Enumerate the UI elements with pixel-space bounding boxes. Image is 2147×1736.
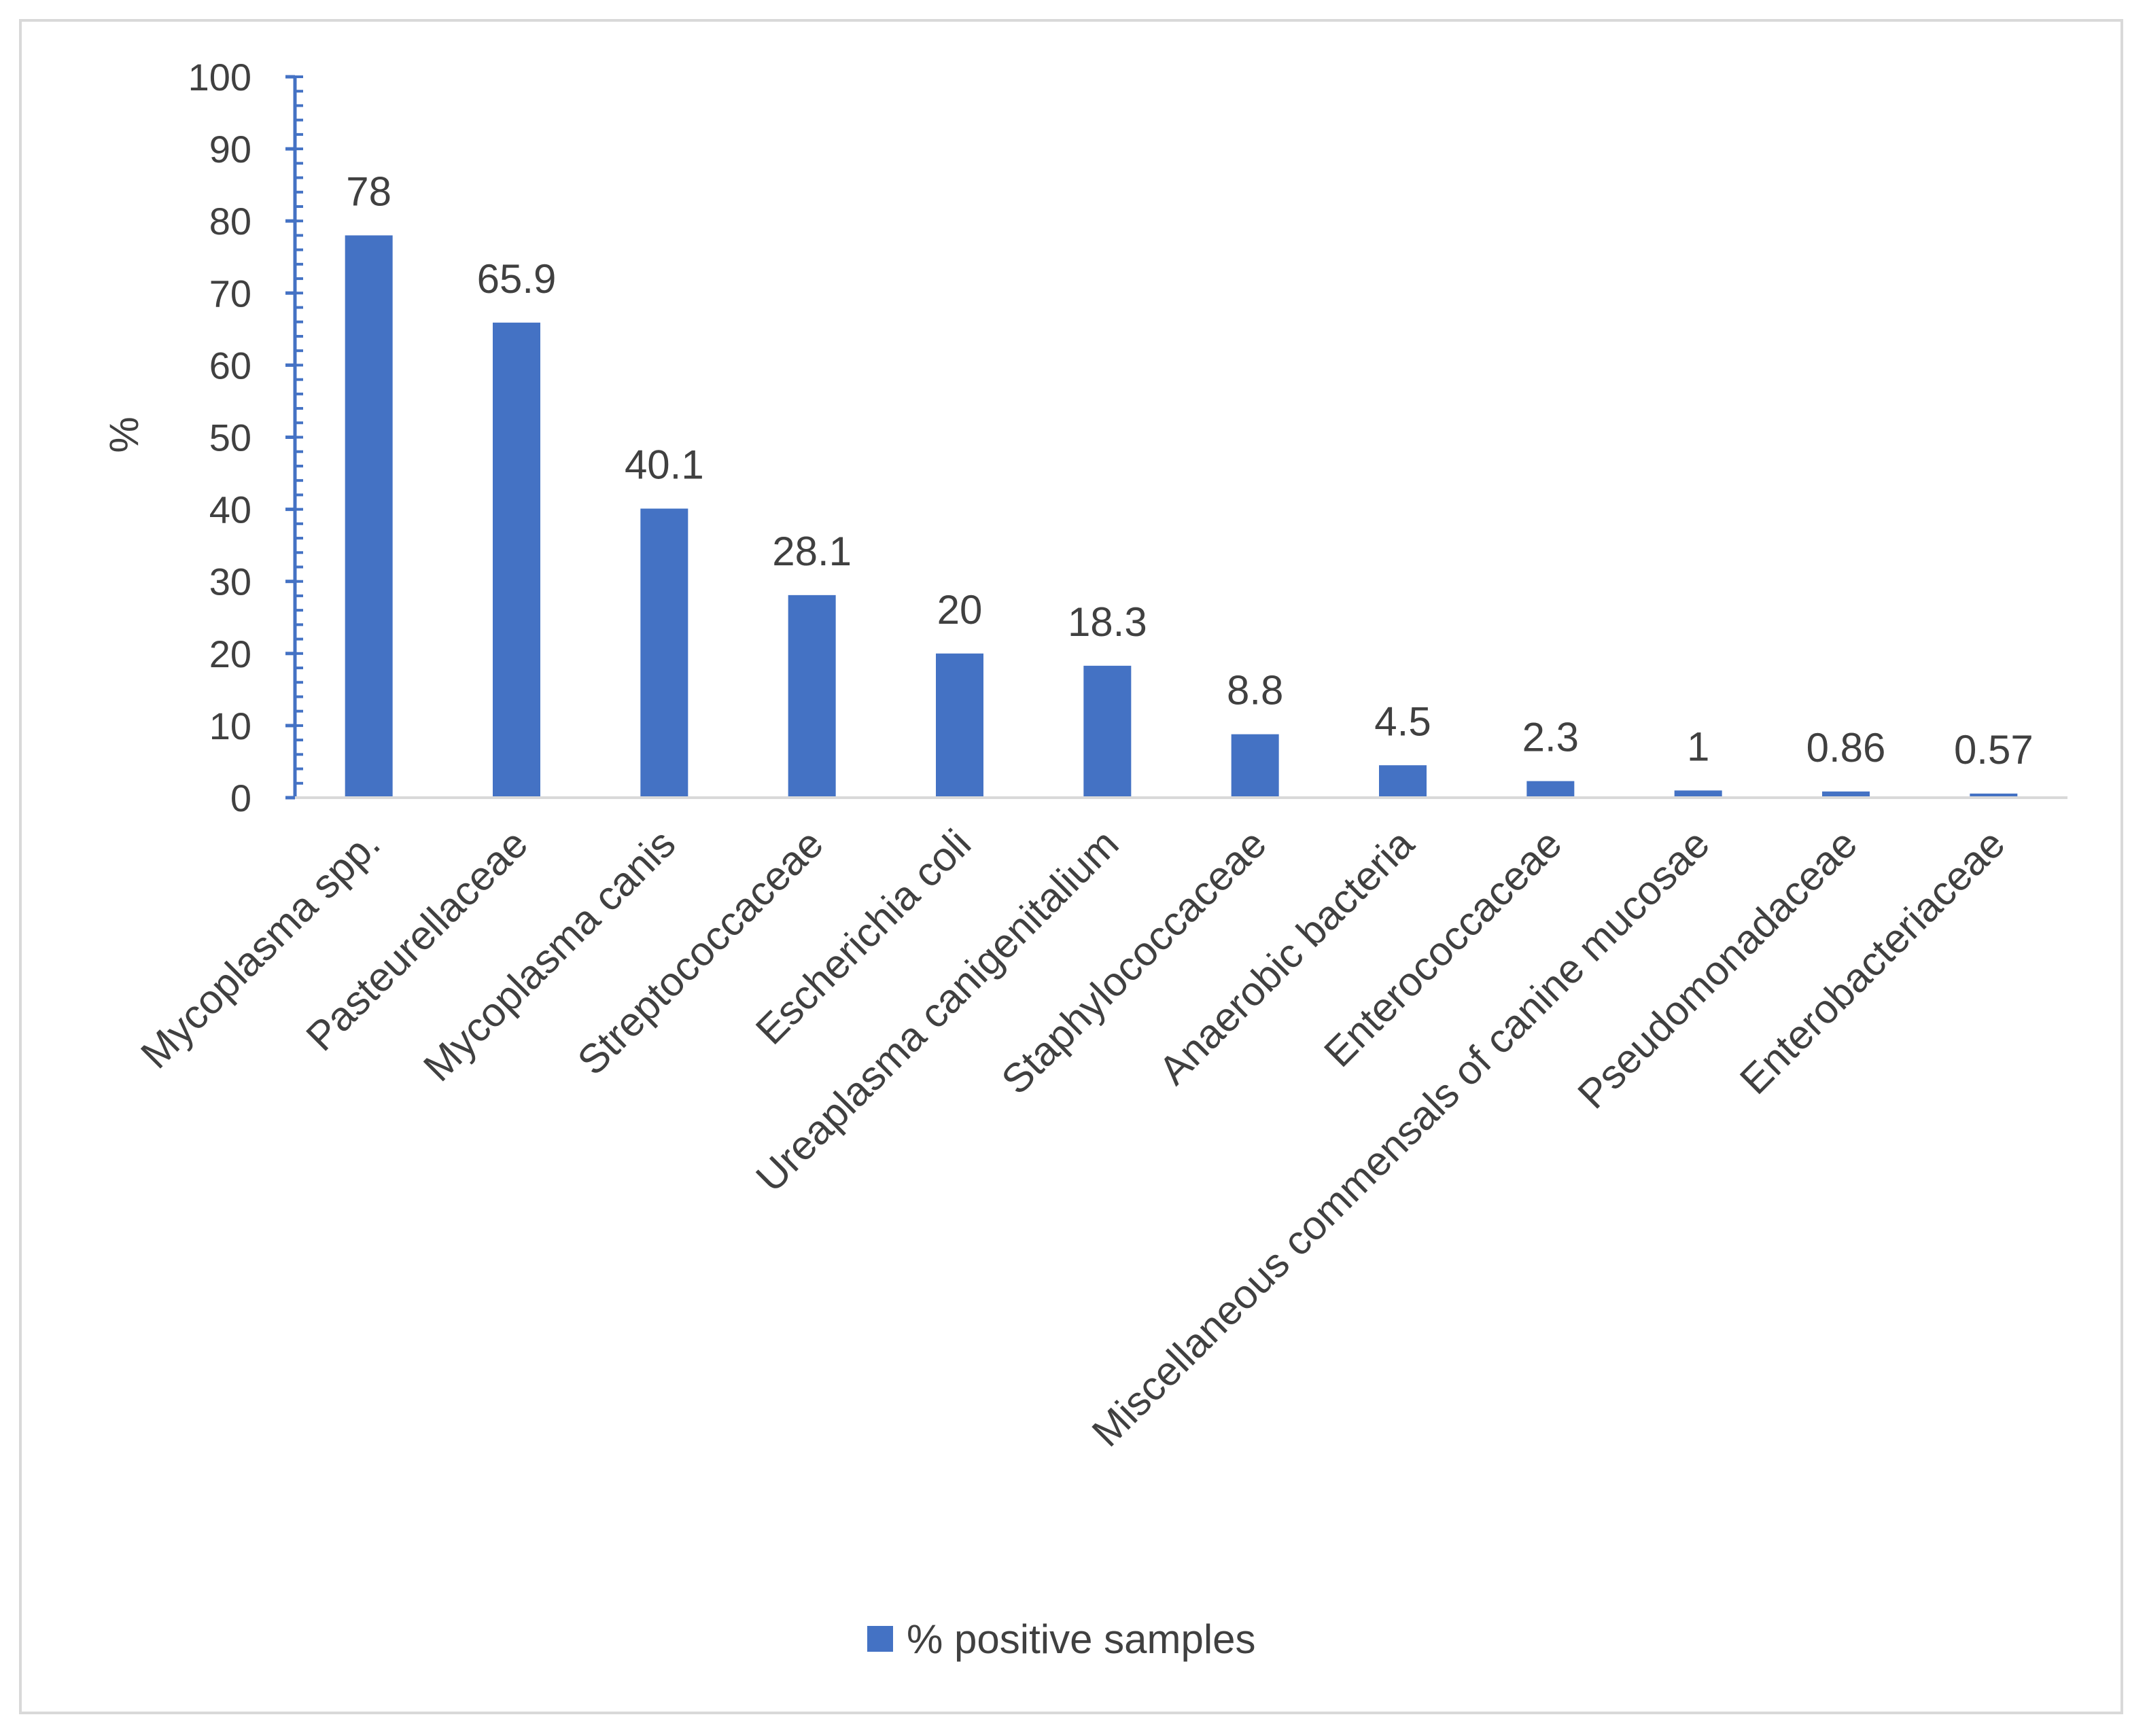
bars [345, 235, 2018, 798]
bar [936, 653, 983, 798]
data-label: 8.8 [1227, 668, 1283, 713]
bar [1674, 790, 1722, 798]
y-tick-label: 50 [209, 417, 251, 459]
x-category-label: Mycoplasma canis [415, 821, 684, 1090]
data-label: 78 [346, 169, 391, 214]
data-label: 0.57 [1954, 727, 2033, 773]
y-axis-title: % [101, 417, 147, 453]
data-label: 20 [937, 587, 983, 633]
bar [1822, 791, 1870, 798]
bar [493, 322, 540, 798]
bar [1526, 781, 1575, 798]
x-category-label: Enterobacteriaceae [1731, 821, 2013, 1103]
y-axis: 0 10 20 30 40 50 60 70 80 90 100 [188, 56, 303, 819]
y-tick-label: 60 [209, 344, 251, 387]
x-category-label: Pseudomonadaceae [1569, 821, 1866, 1118]
x-category-label: Anaerobic bacteria [1150, 820, 1423, 1093]
y-tick-label: 100 [188, 56, 251, 99]
data-label: 65.9 [477, 256, 557, 302]
data-label: 1 [1687, 724, 1709, 769]
bar [1970, 793, 2018, 798]
y-tick-label: 40 [209, 489, 251, 531]
data-label: 40.1 [625, 442, 704, 488]
data-label: 18.3 [1068, 599, 1147, 645]
y-tick-label: 20 [209, 633, 251, 675]
bar [640, 508, 688, 798]
data-labels: 78 65.9 40.1 28.1 20 18.3 8.8 4.5 2.3 1 0.86 0.57 [346, 169, 2033, 773]
data-label: 28.1 [772, 529, 852, 574]
y-tick-label: 80 [209, 200, 251, 243]
bar [1083, 665, 1132, 798]
legend: % positive samples [867, 1616, 1256, 1662]
y-tick-label: 30 [209, 561, 251, 603]
y-tick-label: 90 [209, 128, 251, 171]
bar [345, 235, 393, 798]
legend-label: % positive samples [907, 1616, 1256, 1662]
bar [1379, 765, 1427, 798]
y-tick-label: 0 [230, 777, 251, 819]
bar [1231, 734, 1279, 798]
legend-swatch [867, 1626, 893, 1652]
bar [788, 595, 836, 798]
x-category-label: Streptococcaceae [569, 821, 832, 1084]
y-tick-label: 70 [209, 272, 251, 315]
y-tick-label: 10 [209, 705, 251, 747]
x-category-label: Staphylococcaceae [993, 821, 1275, 1103]
data-label: 2.3 [1522, 715, 1579, 760]
data-label: 4.5 [1374, 698, 1431, 744]
x-axis-categories: Mycoplasma spp.PasteurellaceaeMycoplasma… [132, 820, 2013, 1455]
data-label: 0.86 [1806, 725, 1886, 770]
